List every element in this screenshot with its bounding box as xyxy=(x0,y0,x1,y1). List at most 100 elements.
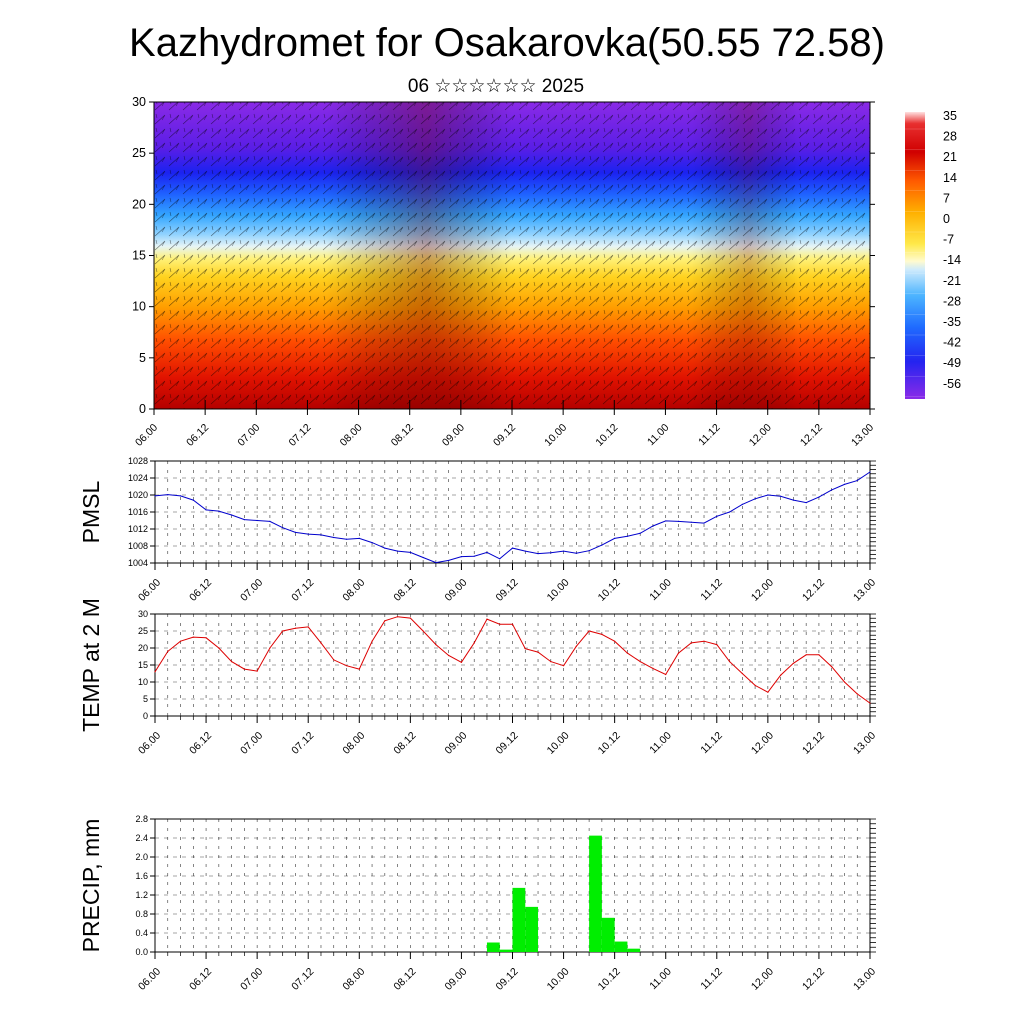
pmsl-y-tick-label: 1028 xyxy=(128,456,148,466)
precip-y-tick-label: 2.4 xyxy=(135,833,148,843)
temp-data-point xyxy=(320,642,322,644)
temp-data-point xyxy=(333,659,335,661)
pmsl-y-tick-label: 1012 xyxy=(128,524,148,534)
pmsl-data-point xyxy=(294,531,297,534)
temp-x-tick-label: 07.00 xyxy=(238,730,265,757)
temp-data-point xyxy=(869,702,871,704)
temp-data-point xyxy=(307,626,309,628)
temp-data-point xyxy=(792,662,794,664)
temp-data-point xyxy=(396,616,399,618)
precip-x-tick-label: 06.12 xyxy=(187,966,214,993)
pmsl-data-point xyxy=(448,559,450,562)
colorbar-label: -35 xyxy=(943,315,961,329)
temp-data-point xyxy=(780,674,782,676)
heatmap-x-tick-label: 07.00 xyxy=(235,422,262,449)
pmsl-data-point xyxy=(614,537,616,539)
heatmap-y-tick-label: 10 xyxy=(132,300,146,314)
pmsl-data-point xyxy=(703,522,705,524)
pmsl-data-point xyxy=(486,551,488,553)
section-temp: 0 5 10 15 20 25 30 06.00 06.12 07.00 07.12 08.00 08.… xyxy=(78,598,878,757)
temp-data-point xyxy=(422,630,424,632)
temp-data-point xyxy=(358,668,360,670)
colorbar-label: 14 xyxy=(943,171,957,185)
pmsl-data-point xyxy=(524,550,526,552)
precip-bar xyxy=(601,917,615,952)
pmsl-data-point xyxy=(243,519,245,521)
precip-bar xyxy=(627,948,641,952)
temp-data-point xyxy=(294,627,297,629)
temp-data-point xyxy=(741,672,743,675)
temp-data-point xyxy=(665,673,667,676)
pmsl-data-point xyxy=(409,551,411,553)
pmsl-y-tick-label: 1008 xyxy=(128,541,148,551)
pmsl-x-tick-label: 08.00 xyxy=(340,577,367,604)
pmsl-data-point xyxy=(345,538,348,540)
temp-x-tick-label: 10.12 xyxy=(596,730,623,757)
temp-data-point xyxy=(652,667,654,670)
colorbar-label: -7 xyxy=(943,233,954,247)
heatmap-y-tick-label: 25 xyxy=(132,146,146,160)
temp-data-point xyxy=(550,661,552,663)
precip-x-tick-label: 12.12 xyxy=(800,966,827,993)
temp-data-point xyxy=(218,647,220,649)
temp-data-point xyxy=(754,684,756,687)
pmsl-x-tick-label: 08.12 xyxy=(391,577,418,604)
heatmap-x-tick-label: 09.00 xyxy=(440,422,467,449)
section-precip: 0.0 0.4 0.8 1.2 1.6 2.0 2.4 2.8 06.00 06.12 07.00 0… xyxy=(78,814,878,993)
colorbar-label: -49 xyxy=(943,356,961,370)
colorbar-labels: 35 28 21 14 7 0 -7 -14 -21 -28 -35 -42 -49 -56 xyxy=(905,109,961,397)
temp-data-point xyxy=(601,633,603,636)
heatmap-x-tick-label: 06.00 xyxy=(133,422,160,449)
temp-data-point xyxy=(767,691,769,693)
page-title: Kazhydromet for Osakarovka(50.55 72.58) xyxy=(129,21,885,65)
temp-data-point xyxy=(409,617,411,619)
precip-x-tick-label: 10.00 xyxy=(545,966,572,993)
pmsl-data-point xyxy=(167,493,169,496)
pmsl-data-point xyxy=(690,521,692,523)
temp-data-point xyxy=(371,640,373,642)
heatmap-x-tick-label: 11.00 xyxy=(645,422,672,449)
temp-data-point xyxy=(243,668,245,670)
temp-data-point xyxy=(486,618,488,620)
pmsl-data-point xyxy=(780,495,782,497)
precip-y-axis-label: PRECIP, mm xyxy=(78,819,104,953)
temp-x-tick-label: 11.12 xyxy=(698,730,725,757)
temp-y-axis-label: TEMP at 2 M xyxy=(78,598,104,732)
colorbar-label: -42 xyxy=(943,336,961,350)
temp-y-tick-label: 20 xyxy=(138,643,148,653)
pmsl-y-axis-label: PMSL xyxy=(78,480,104,543)
heatmap-y-tick-label: 20 xyxy=(132,197,146,211)
pmsl-x-tick-label: 13.00 xyxy=(851,577,878,604)
wind-barbs xyxy=(154,102,870,409)
temp-data-point xyxy=(843,681,846,683)
pmsl-data-point xyxy=(537,553,539,555)
pmsl-y-tick-label: 1020 xyxy=(128,490,148,500)
pmsl-data-point xyxy=(639,532,641,534)
temp-data-point xyxy=(473,642,475,644)
pmsl-data-point xyxy=(741,503,743,505)
pmsl-x-tick-label: 09.12 xyxy=(494,577,521,604)
precip-y-tick-label: 1.2 xyxy=(135,890,148,900)
temp-data-point xyxy=(677,652,680,654)
temp-x-tick-label: 07.12 xyxy=(289,730,316,757)
pmsl-x-tick-label: 12.00 xyxy=(749,577,776,604)
heatmap-y-tick-label: 0 xyxy=(139,402,146,416)
temp-data-point xyxy=(384,620,386,622)
pmsl-x-tick-label: 07.12 xyxy=(289,577,316,604)
heatmap-x-tick-label: 11.12 xyxy=(696,422,723,449)
colorbar-label: 35 xyxy=(943,109,957,123)
temp-data-point xyxy=(716,644,718,646)
pmsl-data-point xyxy=(843,483,846,485)
temp-x-tick-label: 09.00 xyxy=(442,730,469,757)
precip-x-tick-label: 06.00 xyxy=(136,966,163,993)
heatmap-x-tick-label: 09.12 xyxy=(491,422,518,449)
pmsl-x-tick-label: 10.12 xyxy=(596,577,623,604)
precip-x-tick-label: 10.12 xyxy=(596,966,623,993)
pmsl-data-point xyxy=(371,542,373,544)
temp-data-point xyxy=(856,693,858,695)
temp-x-tick-label: 12.12 xyxy=(800,730,827,757)
precip-x-tick-label: 12.00 xyxy=(749,966,776,993)
pmsl-data-point xyxy=(269,520,271,522)
temp-data-point xyxy=(269,647,271,649)
temp-data-point xyxy=(818,654,820,656)
